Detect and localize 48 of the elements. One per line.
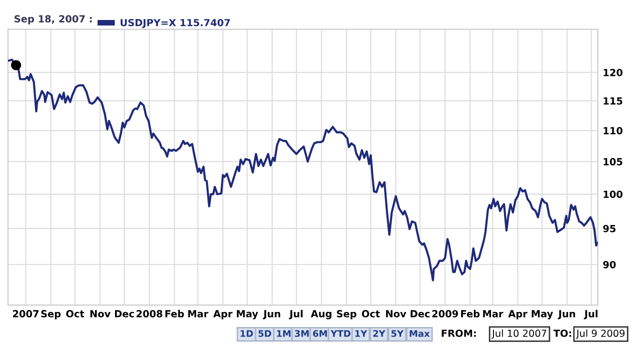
x-tick-label: 2007 [13, 310, 39, 318]
text: 2Y [373, 330, 386, 337]
x-tick-label: Sep [41, 310, 61, 320]
x-tick-label: May [236, 310, 258, 320]
text: Jul 9 2009 [576, 329, 625, 339]
legend-label: USDJPY=X 115.7407 [120, 18, 230, 28]
x-tick-label: Feb [165, 310, 184, 318]
x-tick-label: Oct [362, 310, 380, 318]
x-tick-label: Jul [584, 310, 598, 320]
x-tick-label: Feb [461, 310, 480, 318]
y-tick-label: 105 [604, 158, 622, 166]
x-tick-label: Nov [90, 310, 111, 318]
text: 5Y [391, 330, 404, 337]
line-series [8, 58, 598, 282]
y-tick-label: 115 [604, 97, 622, 105]
x-tick-label: Aug [310, 310, 332, 320]
x-tick-label: Nov [386, 310, 406, 318]
text: 3M [294, 330, 309, 337]
text: 1Y [355, 330, 368, 337]
y-tick-label: 90 [603, 260, 616, 268]
x-tick-label: Dec [115, 310, 134, 318]
text: 1M [277, 330, 290, 337]
x-tick-label: Mar [188, 310, 208, 318]
text: 6M [313, 330, 327, 337]
x-tick-label: Mar [483, 310, 504, 318]
y-tick-label: 95 [603, 224, 616, 232]
x-tick-label: Jun [558, 310, 576, 320]
y-tick-label: 120 [604, 68, 622, 76]
legend-title: Sep 18, 2007 : [14, 15, 92, 24]
x-tick-label: Apr [213, 310, 233, 320]
x-tick-label: Oct [66, 310, 84, 318]
text: Jul 10 2007 [492, 329, 546, 339]
text: 1D [240, 330, 253, 337]
x-tick-label: Dec [410, 310, 430, 318]
x-tick-label: Apr [508, 310, 528, 320]
text: FROM: [442, 330, 476, 337]
x-tick-label: Jun [262, 310, 280, 320]
x-tick-label: 2008 [136, 310, 162, 318]
text: YTD [330, 330, 350, 337]
x-tick-label: Jul [288, 310, 303, 320]
text: Max [410, 330, 430, 337]
x-tick-label: Sep [336, 310, 356, 320]
x-tick-label: 2009 [432, 310, 458, 318]
x-tick-label: May [532, 310, 553, 320]
text: 5D [258, 330, 272, 337]
text: TO: [553, 330, 572, 337]
y-tick-label: 100 [604, 190, 622, 198]
y-tick-label: 110 [604, 126, 622, 134]
